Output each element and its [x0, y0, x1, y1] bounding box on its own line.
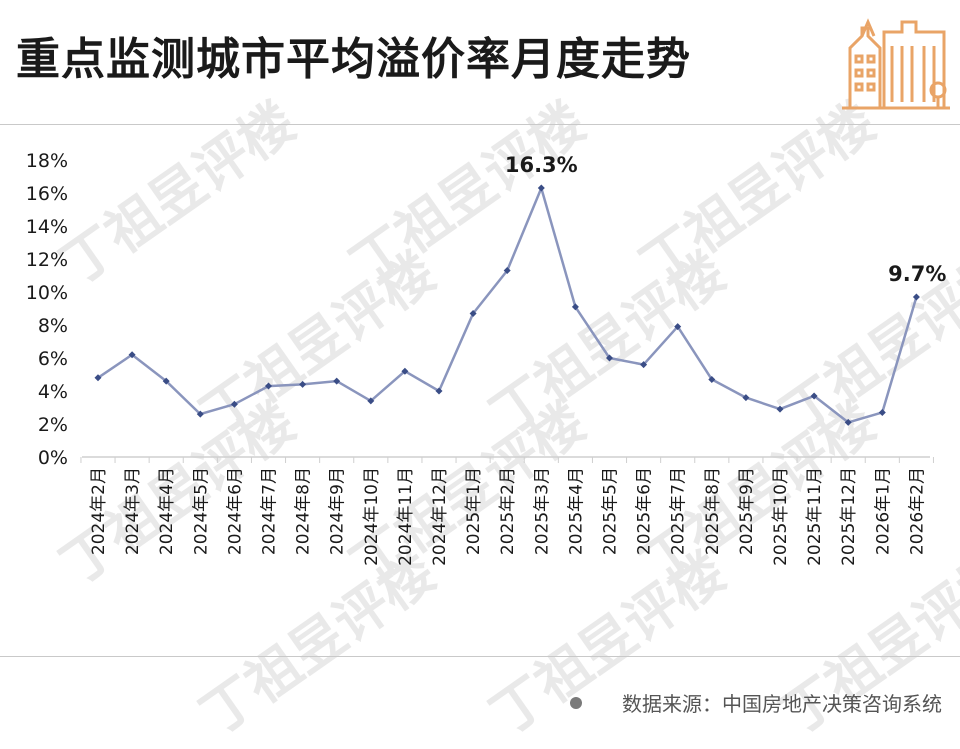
- x-tick-label: 2025年4月: [566, 467, 586, 555]
- x-tick-label: 2025年6月: [635, 467, 655, 555]
- data-point: [776, 405, 784, 413]
- bullet-icon: [570, 696, 582, 709]
- y-tick-label: 8%: [38, 315, 68, 337]
- line-chart: 0% 2% 4% 6% 8% 10% 12% 14% 16% 18% 2024年2月 2024年3月 2…: [26, 150, 947, 566]
- data-point: [878, 408, 886, 416]
- x-tick-label: 2024年3月: [123, 467, 143, 555]
- data-point: [162, 377, 170, 385]
- buildings-logo-icon: [842, 18, 950, 110]
- y-tick-label: 4%: [38, 381, 68, 403]
- data-point: [708, 375, 716, 383]
- x-tick-label: 2024年4月: [157, 467, 177, 555]
- x-tick-label: 2025年10月: [771, 467, 791, 566]
- x-tick-label: 2025年9月: [737, 467, 757, 555]
- data-point: [401, 367, 409, 375]
- y-tick-label: 10%: [26, 282, 68, 304]
- source-text: 数据来源：中国房地产决策咨询系统: [622, 692, 942, 716]
- data-point: [571, 303, 579, 311]
- data-point: [333, 377, 341, 385]
- data-point: [94, 374, 102, 382]
- data-point: [265, 382, 272, 390]
- y-tick-label: 14%: [26, 216, 68, 238]
- data-point: [435, 387, 443, 395]
- data-point: [844, 418, 852, 426]
- page-title: 重点监测城市平均溢价率月度走势: [16, 34, 691, 85]
- x-tick-label: 2024年2月: [89, 467, 109, 555]
- y-tick-label: 16%: [26, 183, 68, 205]
- y-tick-label: 6%: [38, 348, 68, 370]
- data-point: [640, 361, 648, 369]
- x-tick-label: 2025年1月: [464, 467, 484, 555]
- x-tick-label: 2026年2月: [907, 467, 927, 555]
- x-tick-label: 2024年12月: [430, 467, 450, 566]
- data-point: [674, 323, 682, 331]
- data-point: [469, 309, 477, 317]
- data-label: 16.3%: [505, 153, 578, 177]
- x-tick-label: 2024年8月: [294, 467, 314, 555]
- data-point: [606, 354, 613, 362]
- x-tick-label: 2025年8月: [703, 467, 723, 555]
- data-point: [537, 184, 545, 192]
- x-tick-label: 2025年11月: [805, 467, 825, 566]
- y-tick-label: 0%: [38, 447, 68, 469]
- source-note: 数据来源：中国房地产决策咨询系统: [570, 688, 942, 717]
- data-point: [230, 400, 238, 408]
- x-tick-label: 2025年2月: [498, 467, 518, 555]
- x-tick-label: 2024年5月: [191, 467, 211, 555]
- x-tick-label: 2025年7月: [669, 467, 689, 555]
- x-tick-label: 2024年10月: [362, 467, 382, 566]
- y-tick-label: 12%: [26, 249, 68, 271]
- data-label: 9.7%: [888, 262, 946, 286]
- x-tick-label: 2026年1月: [873, 467, 893, 555]
- series-line: [97, 186, 918, 424]
- x-tick-label: 2024年11月: [396, 467, 416, 566]
- x-tick-label: 2025年5月: [601, 467, 621, 555]
- y-tick-label: 2%: [38, 414, 68, 436]
- data-point: [810, 392, 818, 400]
- x-tick-label: 2024年7月: [260, 467, 280, 555]
- data-point: [299, 380, 307, 388]
- bottom-divider: [0, 656, 960, 657]
- x-tick-label: 2025年3月: [532, 467, 552, 555]
- x-tick-label: 2024年9月: [328, 467, 348, 555]
- top-divider: [0, 124, 960, 125]
- data-point: [367, 397, 375, 405]
- y-tick-label: 18%: [26, 150, 68, 172]
- data-point: [912, 293, 920, 301]
- data-point: [742, 394, 750, 402]
- data-point: [128, 351, 136, 359]
- x-tick-label: 2025年12月: [839, 467, 859, 566]
- data-point: [196, 410, 204, 418]
- data-point: [503, 267, 511, 275]
- x-tick-label: 2024年6月: [225, 467, 245, 555]
